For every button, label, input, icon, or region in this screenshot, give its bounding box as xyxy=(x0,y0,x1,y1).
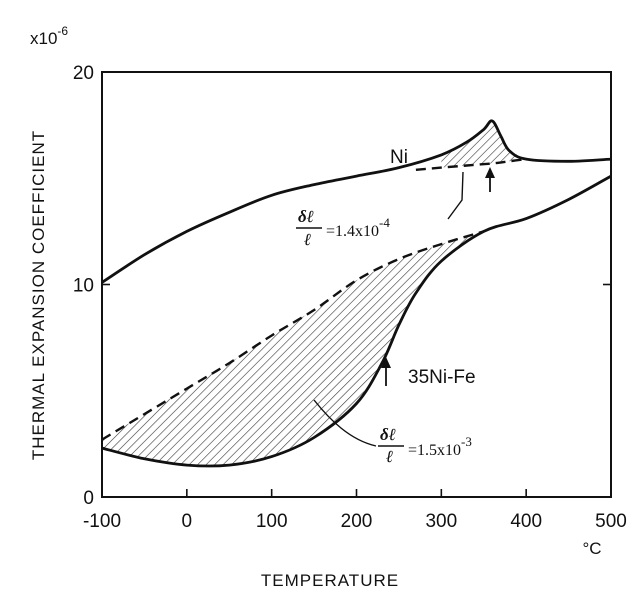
series-line-ni-baseline xyxy=(415,157,527,171)
annotation-35ni-fe: δℓ ℓ =1.5x10-3 xyxy=(313,399,472,466)
series-line-35ni-fe xyxy=(101,174,612,468)
y-tick-label: 0 xyxy=(83,488,94,509)
annotation-ni-denominator: ℓ xyxy=(304,230,311,249)
annotation-35ni-fe-leader xyxy=(313,399,377,447)
y-multiplier-base: x10 xyxy=(30,29,57,48)
lines-layer xyxy=(101,119,612,468)
annotation-ni-value: =1.4x10-4 xyxy=(326,215,390,240)
y-axis-title: THERMAL EXPANSION COEFFICIENT xyxy=(29,130,48,460)
y-multiplier-exponent: -6 xyxy=(57,24,68,38)
annotation-ni-leader xyxy=(447,171,464,220)
arrow-ni xyxy=(485,167,495,192)
plot-frame xyxy=(101,71,612,498)
hatch-layer xyxy=(102,120,522,466)
hatched-region-35ni-fe xyxy=(102,231,484,466)
x-tick-label: 500 xyxy=(595,511,627,532)
x-axis-title: TEMPERATURE xyxy=(261,571,399,590)
x-tick-label: 300 xyxy=(425,511,457,532)
x-tick-label: 200 xyxy=(341,511,373,532)
annotation-35ni-fe-exponent: -3 xyxy=(461,434,472,449)
x-tick-label: 400 xyxy=(510,511,542,532)
arrow-35ni-fe xyxy=(381,357,391,386)
x-unit-label: °C xyxy=(582,539,601,558)
annotation-ni-exponent: -4 xyxy=(379,215,390,230)
y-tick-label: 20 xyxy=(73,63,94,84)
annotation-35ni-fe-denominator: ℓ xyxy=(386,447,393,466)
x-tick-label: 100 xyxy=(256,511,288,532)
y-multiplier-label: x10-6 xyxy=(30,24,68,48)
annotation-35ni-fe-value: =1.5x10-3 xyxy=(408,434,472,459)
series-label-35ni-fe: 35Ni-Fe xyxy=(408,367,476,388)
annotation-35ni-fe-numerator: δℓ xyxy=(380,425,396,444)
series-label-ni: Ni xyxy=(390,147,408,168)
x-tick-label: -100 xyxy=(83,511,121,532)
series-line-ni xyxy=(101,119,612,284)
annotation-ni-numerator: δℓ xyxy=(298,207,314,226)
annotation-ni: δℓ ℓ =1.4x10-4 xyxy=(296,171,464,249)
x-tick-label: 0 xyxy=(182,511,193,532)
hatched-region-ni xyxy=(441,120,522,168)
y-tick-label: 10 xyxy=(73,276,94,297)
series-line-35ni-fe-baseline xyxy=(101,230,485,441)
